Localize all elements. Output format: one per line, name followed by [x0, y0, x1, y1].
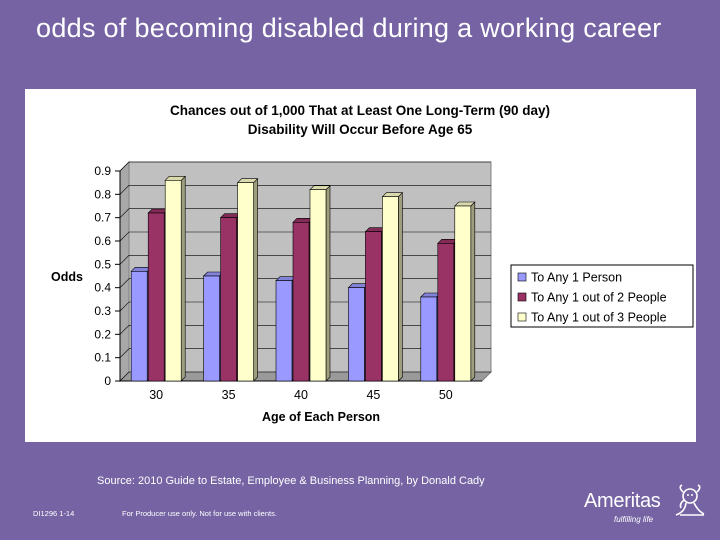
- bar-front: [309, 189, 327, 382]
- bar: [454, 201, 476, 382]
- legend-label: To Any 1 out of 2 People: [531, 291, 667, 305]
- bar-front: [275, 280, 293, 382]
- chart-title-line: Chances out of 1,000 That at Least One L…: [170, 103, 550, 118]
- bar: [236, 177, 259, 382]
- ameritas-logo: Ameritas fulfilling life: [584, 484, 708, 530]
- bar-front: [365, 231, 382, 382]
- bar-front: [382, 196, 399, 382]
- legend-swatch: [517, 272, 527, 282]
- chart-panel: Chances out of 1,000 That at Least One L…: [25, 89, 696, 442]
- y-tick-label: 0.1: [94, 351, 111, 365]
- bar-front: [203, 275, 220, 382]
- bar-top: [236, 178, 259, 183]
- legend-label: To Any 1 out of 3 People: [531, 311, 667, 325]
- slide-title: odds of becoming disabled during a worki…: [36, 13, 662, 43]
- lion-icon: [675, 484, 705, 516]
- y-tick-label: 0.8: [94, 187, 111, 201]
- bar-top: [309, 185, 331, 190]
- bar-front: [420, 296, 438, 382]
- gridline: [119, 161, 491, 172]
- logo-name: Ameritas: [584, 490, 661, 512]
- bar-front: [164, 180, 182, 382]
- y-tick-label: 0.9: [94, 164, 111, 178]
- slide-code: DI1296 1-14: [33, 509, 75, 518]
- y-tick-label: 0.7: [94, 211, 111, 225]
- bar: [309, 184, 331, 382]
- bar-side: [180, 175, 186, 382]
- chart-title-line: Disability Will Occur Before Age 65: [248, 122, 473, 137]
- bar-side: [253, 177, 258, 382]
- bar-front: [147, 212, 165, 382]
- bar-side: [325, 184, 331, 382]
- bar: [381, 191, 404, 382]
- gridline: [119, 185, 491, 195]
- x-axis-label: Age of Each Person: [262, 410, 380, 424]
- x-tick-label: 45: [366, 388, 380, 402]
- x-tick-label: 30: [149, 388, 163, 402]
- gridline: [119, 208, 491, 218]
- y-tick-label: 0.2: [94, 327, 111, 341]
- bar-top: [454, 201, 476, 207]
- bar-front: [348, 287, 365, 382]
- source-note: Source: 2010 Guide to Estate, Employee &…: [97, 475, 485, 487]
- bar-top: [381, 192, 404, 197]
- bar-front: [292, 222, 310, 382]
- x-tick-label: 50: [439, 388, 453, 402]
- bar-top: [164, 176, 186, 181]
- legend-label: To Any 1 Person: [531, 271, 622, 285]
- bar-front: [237, 182, 254, 382]
- y-tick-label: 0.6: [94, 234, 111, 248]
- y-axis-label: Odds: [51, 270, 83, 284]
- legend-swatch: [517, 312, 527, 322]
- x-tick-label: 40: [294, 388, 308, 402]
- disability-odds-chart: Chances out of 1,000 That at Least One L…: [51, 103, 694, 424]
- bar-front: [454, 205, 472, 382]
- legend-swatch: [517, 292, 527, 302]
- legend-box: [510, 264, 694, 328]
- x-tick-label: 35: [222, 388, 236, 402]
- bar-front: [220, 217, 237, 382]
- bar: [164, 175, 186, 382]
- disclaimer-note: For Producer use only. Not for use with …: [122, 509, 277, 518]
- bar-front: [130, 271, 148, 382]
- y-tick-label: 0.4: [94, 281, 111, 295]
- plot-side-wall: [119, 160, 130, 383]
- bar-front: [437, 243, 455, 382]
- y-tick-label: 0.5: [94, 257, 111, 271]
- logo-tagline: fulfilling life: [614, 515, 654, 524]
- bar-side: [470, 201, 476, 382]
- y-tick-label: 0: [104, 374, 111, 388]
- y-tick-label: 0.3: [94, 304, 111, 318]
- bar-side: [398, 191, 403, 382]
